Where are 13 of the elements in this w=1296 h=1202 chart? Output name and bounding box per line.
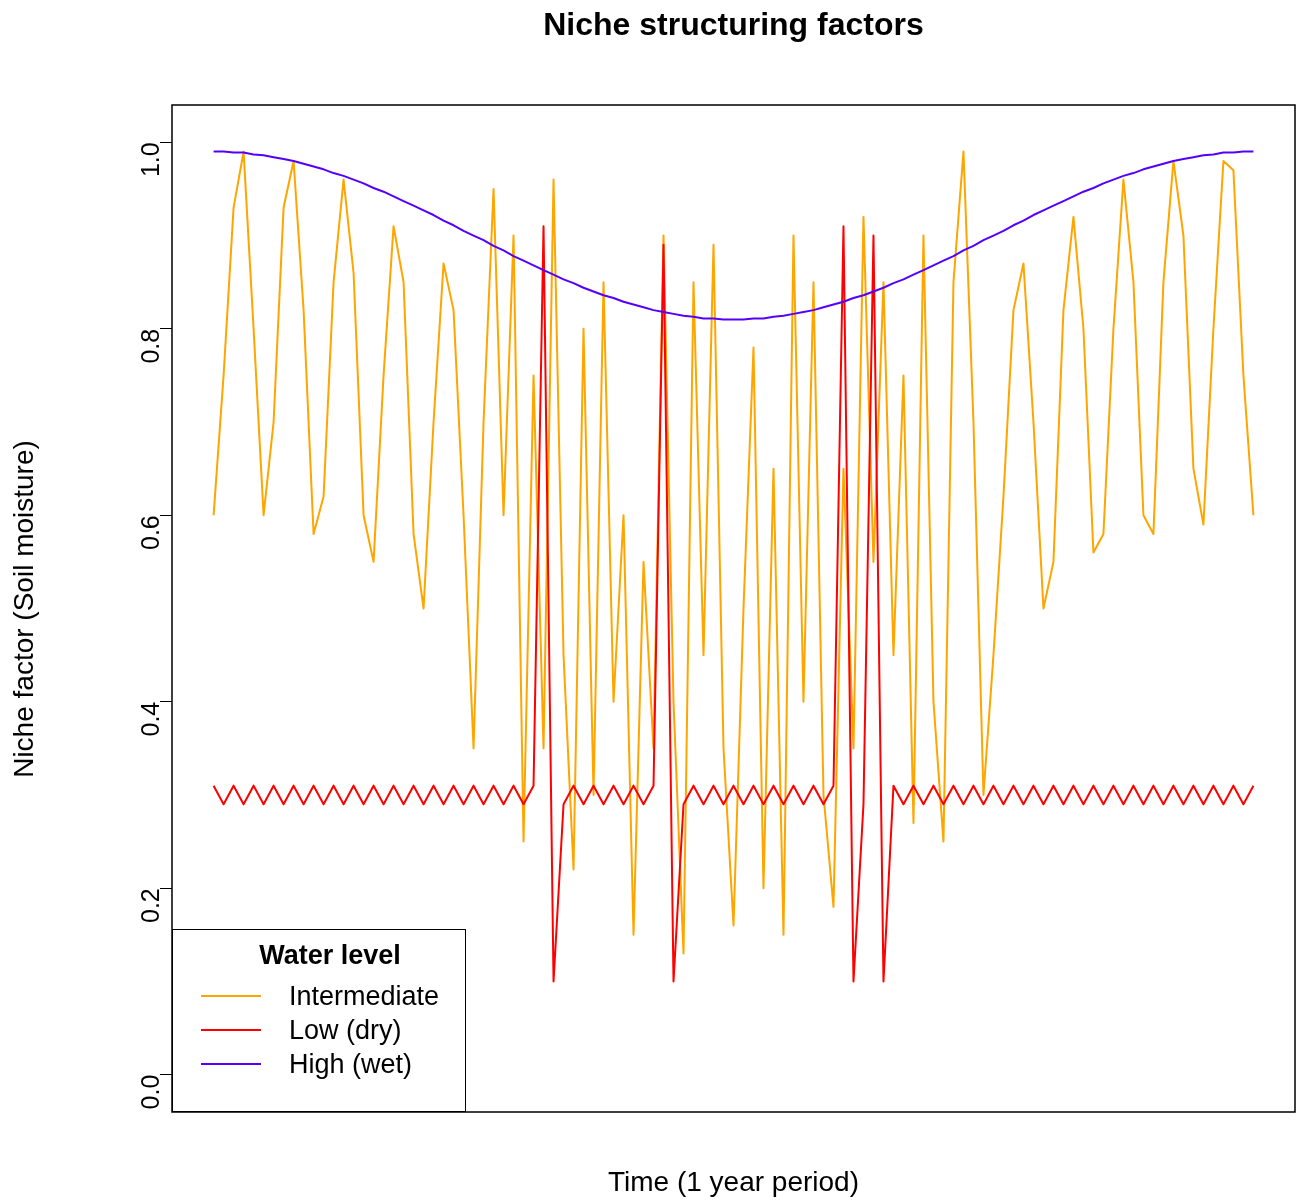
y-tick-label: 0.8 — [135, 328, 164, 364]
y-tick-label: 0.2 — [135, 888, 164, 923]
legend-label: Low (dry) — [289, 1014, 402, 1046]
y-tick-label: 0.6 — [135, 515, 164, 551]
legend-title: Water level — [258, 940, 402, 971]
legend-label: High (wet) — [289, 1048, 413, 1080]
y-tick-label: 0.4 — [135, 701, 164, 737]
legend-label: Intermediate — [289, 980, 440, 1012]
y-tick-label: 0.0 — [135, 1074, 164, 1110]
chart-title: Niche structuring factors — [542, 6, 925, 43]
x-axis-title: Time (1 year period) — [606, 1166, 860, 1198]
y-axis-title: Niche factor (Soil moisture) — [8, 439, 40, 778]
y-tick-label: 1.0 — [135, 142, 164, 178]
